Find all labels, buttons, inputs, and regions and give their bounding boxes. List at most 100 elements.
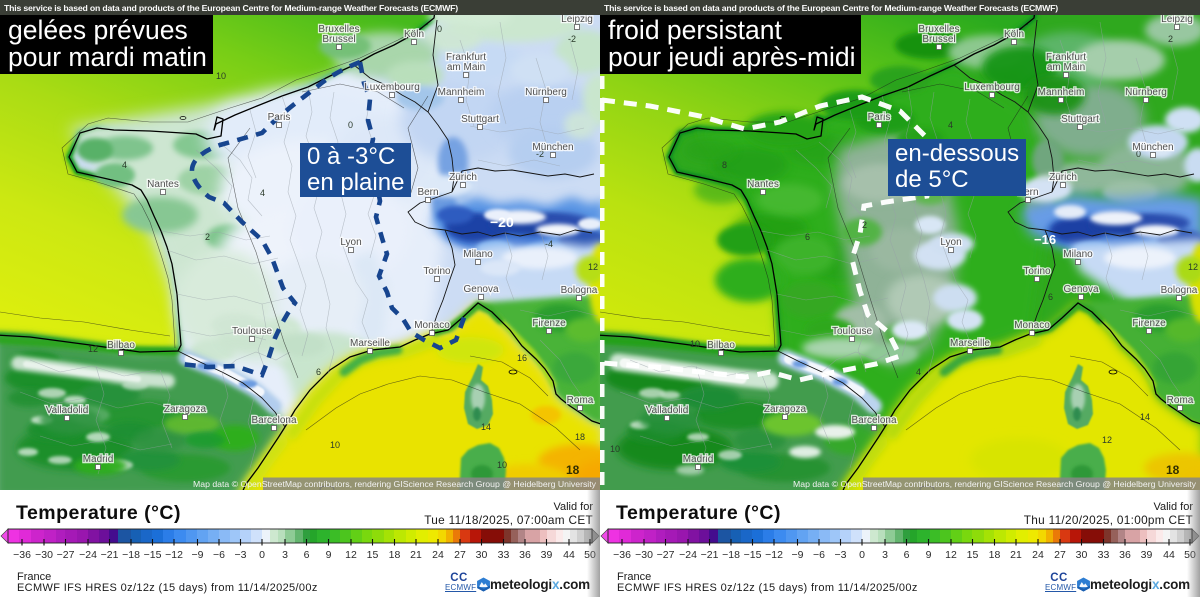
svg-text:−18: −18: [122, 549, 140, 561]
svg-text:30: 30: [1076, 549, 1088, 561]
svg-text:Leipzig: Leipzig: [1161, 14, 1193, 25]
svg-text:6: 6: [316, 367, 321, 377]
svg-text:Firenze: Firenze: [532, 318, 566, 329]
svg-text:Lyon: Lyon: [340, 237, 361, 248]
svg-text:33: 33: [498, 549, 510, 561]
svg-text:Leipzig: Leipzig: [561, 14, 593, 25]
svg-text:Luxembourg: Luxembourg: [964, 82, 1020, 93]
svg-text:6: 6: [904, 549, 910, 561]
svg-text:Frankfurt: Frankfurt: [1046, 52, 1086, 63]
svg-text:18: 18: [1166, 463, 1180, 477]
svg-text:Nürnberg: Nürnberg: [525, 87, 567, 98]
svg-text:44: 44: [563, 549, 575, 561]
svg-text:6: 6: [304, 549, 310, 561]
svg-text:14: 14: [1140, 412, 1150, 422]
svg-text:15: 15: [967, 549, 979, 561]
svg-text:−3: −3: [235, 549, 247, 561]
svg-text:München: München: [1132, 142, 1173, 153]
svg-text:−30: −30: [635, 549, 653, 561]
svg-text:Luxembourg: Luxembourg: [364, 82, 420, 93]
svg-text:am Main: am Main: [1047, 62, 1085, 73]
svg-text:Frankfurt: Frankfurt: [446, 52, 486, 63]
svg-text:2: 2: [862, 220, 867, 230]
svg-text:39: 39: [541, 549, 553, 561]
svg-text:0: 0: [259, 549, 265, 561]
svg-text:18: 18: [389, 549, 401, 561]
svg-text:Nantes: Nantes: [747, 179, 779, 190]
svg-text:−16: −16: [1034, 232, 1056, 247]
svg-text:Marseille: Marseille: [950, 338, 990, 349]
svg-text:44: 44: [1163, 549, 1175, 561]
svg-text:30: 30: [476, 549, 488, 561]
svg-text:12: 12: [1102, 435, 1112, 445]
svg-text:4: 4: [948, 120, 953, 130]
svg-text:Köln: Köln: [404, 29, 424, 40]
svg-text:Lyon: Lyon: [940, 237, 961, 248]
svg-text:−30: −30: [35, 549, 53, 561]
svg-text:Torino: Torino: [423, 266, 451, 277]
svg-text:18: 18: [575, 432, 585, 442]
svg-text:27: 27: [454, 549, 466, 561]
svg-text:−27: −27: [657, 549, 675, 561]
svg-text:24: 24: [1032, 549, 1044, 561]
svg-text:16: 16: [517, 353, 527, 363]
svg-text:Barcelona: Barcelona: [251, 415, 296, 426]
svg-text:Madrid: Madrid: [83, 454, 114, 465]
svg-text:−36: −36: [13, 549, 31, 561]
svg-text:Bern: Bern: [417, 187, 438, 198]
svg-text:Monaco: Monaco: [1014, 320, 1050, 331]
svg-text:4: 4: [916, 367, 921, 377]
svg-text:−15: −15: [744, 549, 762, 561]
svg-text:10: 10: [216, 71, 226, 81]
svg-text:12: 12: [1188, 262, 1198, 272]
svg-text:10: 10: [497, 460, 507, 470]
svg-text:München: München: [532, 142, 573, 153]
svg-text:2: 2: [205, 232, 210, 242]
svg-text:-2: -2: [536, 149, 544, 159]
svg-text:39: 39: [1141, 549, 1153, 561]
svg-text:6: 6: [1048, 292, 1053, 302]
svg-text:−12: −12: [165, 549, 183, 561]
svg-text:Barcelona: Barcelona: [851, 415, 896, 426]
svg-text:Toulouse: Toulouse: [232, 326, 272, 337]
svg-text:Monaco: Monaco: [414, 320, 450, 331]
svg-text:Torino: Torino: [1023, 266, 1051, 277]
svg-text:3: 3: [882, 549, 888, 561]
svg-text:12: 12: [945, 549, 957, 561]
svg-text:Toulouse: Toulouse: [832, 326, 872, 337]
svg-text:−21: −21: [701, 549, 719, 561]
svg-text:Köln: Köln: [1004, 29, 1024, 40]
svg-text:Valladolid: Valladolid: [646, 405, 689, 416]
svg-text:Milano: Milano: [1063, 249, 1093, 260]
svg-text:8: 8: [722, 160, 727, 170]
svg-text:Bologna: Bologna: [1161, 285, 1198, 296]
svg-text:6: 6: [805, 232, 810, 242]
svg-text:Bilbao: Bilbao: [707, 340, 735, 351]
svg-text:−24: −24: [679, 549, 697, 561]
svg-text:Stuttgart: Stuttgart: [461, 114, 499, 125]
svg-text:Madrid: Madrid: [683, 454, 714, 465]
svg-text:Zürich: Zürich: [1049, 172, 1077, 183]
svg-text:−18: −18: [722, 549, 740, 561]
svg-text:−6: −6: [813, 549, 825, 561]
svg-text:Genova: Genova: [463, 284, 498, 295]
svg-text:Milano: Milano: [463, 249, 493, 260]
svg-text:-2: -2: [568, 34, 576, 44]
svg-text:12: 12: [88, 344, 98, 354]
svg-text:12: 12: [588, 262, 598, 272]
svg-text:10: 10: [610, 444, 620, 454]
svg-text:Valladolid: Valladolid: [46, 405, 89, 416]
svg-text:Paris: Paris: [268, 112, 291, 123]
svg-text:2: 2: [1168, 34, 1173, 44]
svg-text:21: 21: [1010, 549, 1022, 561]
svg-text:Map data © OpenStreetMap contr: Map data © OpenStreetMap contributors, r…: [193, 479, 597, 489]
svg-text:Mannheim: Mannheim: [1038, 87, 1085, 98]
svg-text:36: 36: [519, 549, 531, 561]
svg-text:9: 9: [926, 549, 932, 561]
svg-text:10: 10: [690, 339, 700, 349]
svg-text:Bruxelles: Bruxelles: [918, 24, 959, 35]
svg-text:Paris: Paris: [868, 112, 891, 123]
svg-text:Nürnberg: Nürnberg: [1125, 87, 1167, 98]
svg-text:0: 0: [437, 24, 442, 34]
svg-text:−20: −20: [490, 214, 514, 230]
